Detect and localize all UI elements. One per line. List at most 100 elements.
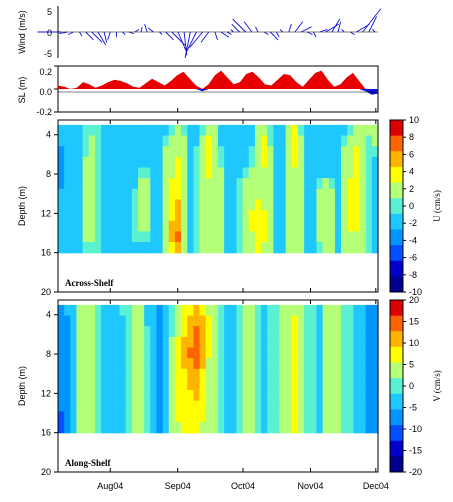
heatmap-cell [224, 379, 231, 391]
heatmap-cell [347, 199, 354, 211]
wind-panel: 5 0 -5 Wind (m/s) [17, 6, 382, 59]
heatmap-cell [199, 400, 207, 412]
colorbar-swatch [390, 300, 403, 317]
heatmap-cell [279, 178, 287, 190]
heatmap-cell [347, 379, 354, 391]
heatmap-cell [76, 422, 84, 434]
heatmap-cell [285, 304, 293, 317]
heatmap-cell [119, 167, 127, 179]
heatmap-cell [64, 178, 71, 190]
heatmap-cell [138, 210, 145, 222]
heatmap-cell [353, 210, 361, 222]
heatmap-cell [162, 146, 170, 158]
heatmap-cell [107, 315, 114, 327]
heatmap-cell [254, 304, 262, 317]
heatmap-cell [156, 124, 164, 137]
heatmap-cell [273, 422, 281, 434]
heatmap-cell [70, 178, 78, 190]
heatmap-cell [322, 156, 330, 169]
heatmap-cell [58, 220, 65, 232]
heatmap-cell [131, 135, 139, 147]
heatmap-cell [359, 326, 367, 338]
heatmap-cell [298, 422, 305, 434]
heatmap-cell [76, 368, 84, 381]
heatmap-cell [181, 315, 188, 327]
heatmap-cell [218, 315, 225, 327]
heatmap-cell [267, 390, 274, 402]
heatmap-cell [82, 379, 90, 391]
heatmap-cell [322, 358, 330, 370]
wind-stick [185, 31, 197, 54]
heatmap-cell [205, 379, 213, 391]
heatmap-cell [138, 231, 145, 243]
heatmap-cell [285, 411, 293, 423]
heatmap-cell [279, 379, 287, 391]
heatmap-cell [82, 220, 90, 232]
heatmap-cell [328, 358, 336, 370]
heatmap-cell [291, 411, 299, 423]
heatmap-cell [285, 199, 293, 211]
heatmap-cell [273, 315, 281, 327]
heatmap-cell [107, 326, 114, 338]
heatmap-cell [211, 315, 219, 327]
heatmap-cell [353, 326, 361, 338]
heatmap-cell [156, 400, 164, 412]
heatmap-cell [248, 411, 256, 423]
heatmap-cell [365, 178, 373, 190]
heatmap-cell [328, 315, 336, 327]
heatmap-cell [365, 167, 373, 179]
heatmap-cell [125, 390, 133, 402]
heatmap-cell [193, 368, 201, 381]
heatmap-cell [230, 326, 238, 338]
heatmap-cell [285, 347, 293, 359]
heatmap-cell [322, 188, 330, 201]
wind-axis-title: Wind (m/s) [17, 10, 27, 54]
heatmap-cell [168, 231, 176, 243]
heatmap-cell [347, 210, 354, 222]
heatmap-cell [94, 210, 102, 222]
heatmap-cell [174, 188, 182, 201]
heatmap-cell [193, 178, 201, 190]
wind-stick [231, 23, 240, 33]
heatmap-cell [230, 167, 238, 179]
heatmap-cell [365, 231, 373, 243]
heatmap-cell [291, 390, 299, 402]
heatmap-cell [94, 379, 102, 391]
heatmap-cell [254, 146, 262, 158]
heatmap-cell [131, 304, 139, 317]
heatmap-cell [242, 379, 250, 391]
heatmap-cell [156, 135, 164, 147]
heatmap-cell [181, 124, 188, 137]
heatmap-cell [70, 379, 78, 391]
heatmap-cell [64, 422, 71, 434]
heatmap-cell [224, 210, 231, 222]
colorbar-tick-label: -15 [409, 446, 422, 456]
heatmap-cell [328, 146, 336, 158]
heatmap-cell [316, 336, 324, 349]
heatmap-cell [334, 315, 342, 327]
heatmap-cell [150, 167, 158, 179]
heatmap-cell [211, 199, 219, 211]
heatmap-cell [353, 304, 361, 317]
heatmap-cell [273, 326, 281, 338]
colorbar-tick-label: -8 [409, 270, 417, 280]
heatmap-cell [107, 210, 114, 222]
heatmap-cell [107, 231, 114, 243]
heatmap-cell [64, 146, 71, 158]
heatmap-cell [94, 199, 102, 211]
heatmap-cell [144, 358, 151, 370]
wind-stick [165, 31, 174, 41]
heatmap-cell [205, 304, 213, 317]
heatmap-cell [162, 304, 170, 317]
heatmap-cell [353, 188, 361, 201]
heatmap-cell [285, 336, 293, 349]
heatmap-cell [254, 358, 262, 370]
heatmap-cell [211, 188, 219, 201]
heatmap-cell [248, 304, 256, 317]
heatmap-cell [224, 188, 231, 201]
heatmap-cell [58, 135, 65, 147]
heatmap-cell [353, 411, 361, 423]
depth-tick-label: 16 [41, 428, 51, 438]
heatmap-cell [285, 368, 293, 381]
heatmap-cell [144, 315, 151, 327]
